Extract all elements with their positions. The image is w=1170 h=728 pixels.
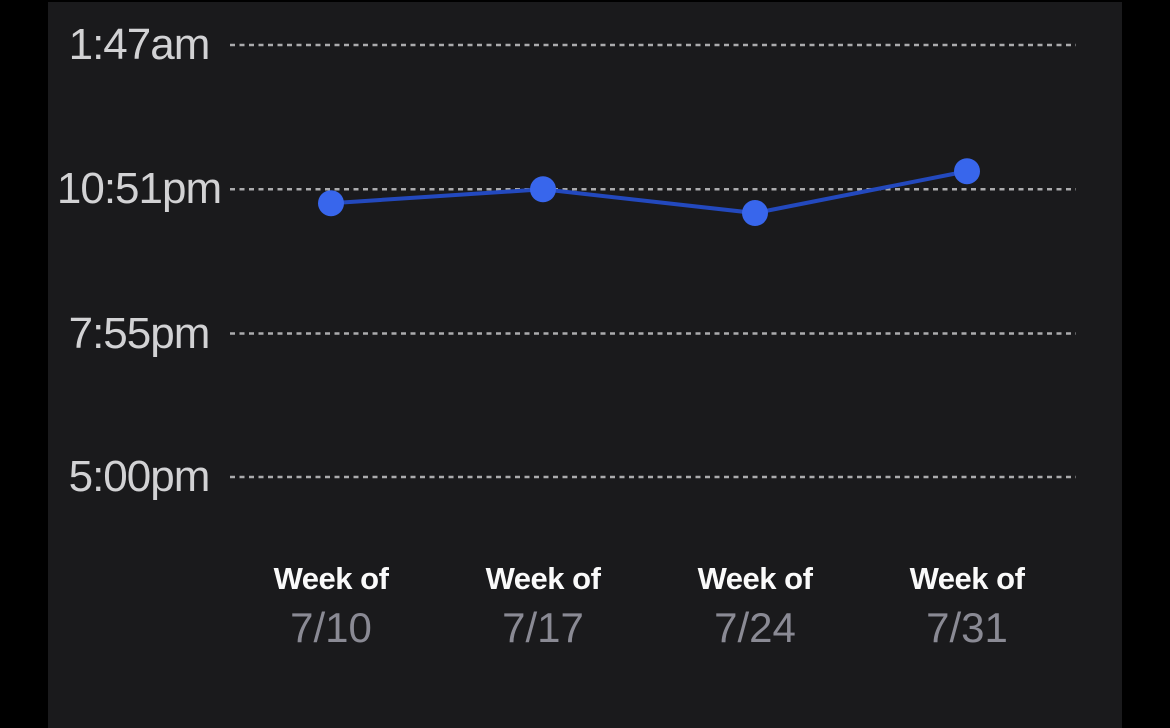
y-axis-tick-label: 10:51pm	[56, 164, 222, 214]
x-axis-tick-prefix: Week of	[485, 561, 601, 596]
x-axis-tick-label: Week of 7/31	[910, 560, 1025, 654]
data-point-7-10[interactable]	[318, 190, 344, 217]
y-axis-tick-label: 5:00pm	[68, 452, 211, 501]
x-axis-tick-label: Week of 7/24	[698, 560, 813, 654]
x-axis-tick-label: Week of 7/17	[486, 560, 601, 654]
data-line	[329, 169, 969, 216]
x-axis-tick-prefix: Week of	[697, 561, 813, 596]
x-axis-tick-date: 7/31	[926, 604, 1008, 651]
data-point-7-31[interactable]	[954, 158, 980, 185]
x-axis-tick-date: 7/10	[290, 604, 372, 651]
x-axis-tick-label: Week of 7/10	[274, 560, 389, 654]
x-axis-tick-prefix: Week of	[273, 561, 389, 596]
y-axis-tick-label: 1:47am	[68, 20, 211, 69]
x-axis-tick-date: 7/17	[502, 604, 584, 651]
data-point-7-17[interactable]	[530, 176, 556, 203]
x-axis-tick-date: 7/24	[714, 604, 796, 651]
chart-panel	[48, 2, 1122, 728]
data-point-7-24[interactable]	[742, 200, 768, 227]
x-axis-tick-prefix: Week of	[909, 561, 1025, 596]
y-axis-tick-label: 7:55pm	[68, 308, 211, 358]
